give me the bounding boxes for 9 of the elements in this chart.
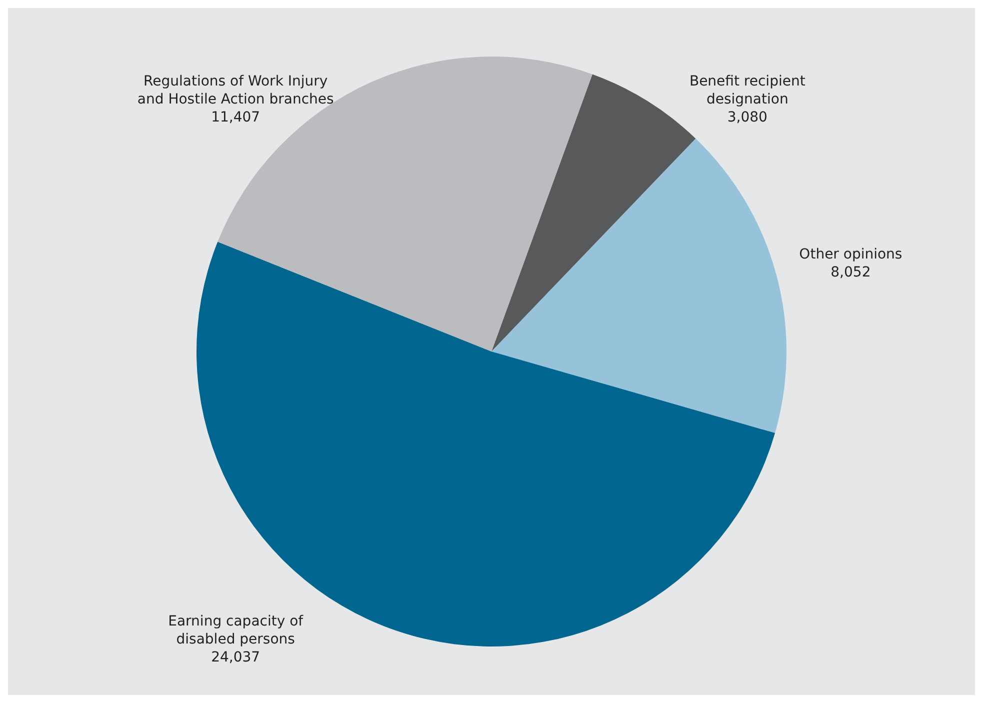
- data-label: 11,407: [211, 110, 260, 126]
- slice-label: Benefit recipient designation: [689, 74, 806, 108]
- pie-slice: [492, 138, 786, 434]
- slice-label: Other opinions: [799, 246, 902, 263]
- data-label: 3,080: [727, 110, 768, 126]
- slice-label: Regulations of Work Injury and Hostile Action branches: [137, 74, 334, 108]
- slice-label: Earning capacity of disabled persons: [168, 614, 304, 648]
- data-label: 8,052: [830, 264, 871, 281]
- data-label: 24,037: [211, 650, 260, 666]
